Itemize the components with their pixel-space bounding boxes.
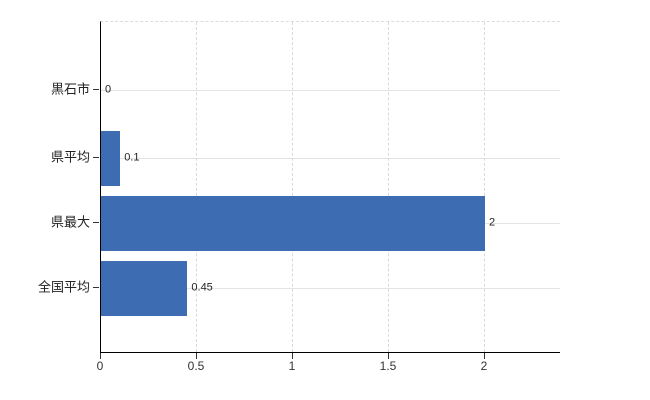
bar-県最大[interactable] xyxy=(101,195,485,251)
gridline-vertical xyxy=(483,22,485,352)
category-tick xyxy=(93,157,99,158)
category-tick xyxy=(93,222,99,223)
category-label: 全国平均 xyxy=(37,279,90,295)
gridline-horizontal xyxy=(101,89,560,91)
x-axis-tick xyxy=(100,353,101,359)
gridline-vertical xyxy=(195,22,197,352)
x-axis-tick xyxy=(196,353,197,359)
x-axis-tick-label: 0 xyxy=(96,359,104,373)
x-axis-tick-label: 1.5 xyxy=(379,359,397,373)
plot-area: 0 0.1 2 0.45 xyxy=(100,21,560,353)
data-label: 0 xyxy=(105,83,112,96)
x-axis-tick xyxy=(292,353,293,359)
data-label: 2 xyxy=(489,216,496,229)
x-axis-tick xyxy=(388,353,389,359)
data-label: 0.1 xyxy=(124,151,140,164)
category-label: 県平均 xyxy=(50,149,90,165)
x-axis-tick-label: 2 xyxy=(480,359,488,373)
x-axis-tick-label: 1 xyxy=(288,359,296,373)
gridline-horizontal xyxy=(101,287,560,289)
category-label: 県最大 xyxy=(50,214,90,230)
category-label: 黒石市 xyxy=(50,81,90,97)
bar-県平均[interactable] xyxy=(101,130,121,186)
bar-全国平均[interactable] xyxy=(101,260,188,316)
gridline-vertical xyxy=(291,22,293,352)
data-label: 0.45 xyxy=(191,281,213,294)
gridline-vertical xyxy=(387,22,389,352)
x-axis-tick-label: 0.5 xyxy=(187,359,205,373)
x-axis-tick xyxy=(484,353,485,359)
gridline-horizontal xyxy=(101,157,560,159)
category-tick xyxy=(93,287,99,288)
category-tick xyxy=(93,89,99,90)
